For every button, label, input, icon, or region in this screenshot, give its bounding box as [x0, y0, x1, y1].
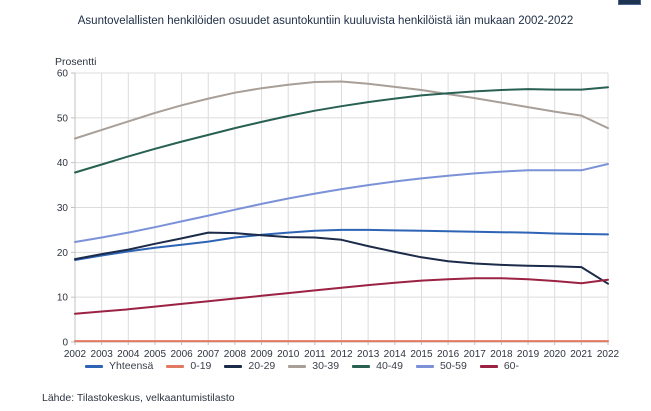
legend-label: 60-: [503, 360, 520, 372]
x-tick-label: 2020: [544, 349, 567, 360]
legend-label: 20-29: [248, 360, 276, 372]
x-tick-label: 2016: [437, 349, 460, 360]
x-tick-label: 2009: [250, 349, 273, 360]
y-tick-label: 10: [57, 293, 69, 304]
source-note: Lähde: Tilastokeskus, velkaantumistilast…: [42, 392, 235, 404]
legend-swatch: [352, 364, 371, 368]
legend-swatch: [85, 364, 103, 368]
y-tick-label: 50: [57, 113, 69, 124]
legend-swatch: [166, 364, 185, 368]
legend-item-20-29[interactable]: 20-29: [224, 360, 275, 372]
tick-labels: 0 10 20 30 40 50 60 2002 2003 2004 2005 2006 2007 200…: [57, 69, 620, 361]
legend-label: Yhteensä: [109, 360, 154, 372]
x-tick-label: 2003: [91, 349, 114, 360]
x-tick-label: 2011: [304, 349, 326, 360]
x-tick-label: 2008: [224, 349, 247, 360]
series-line-40-49: [74, 86, 609, 174]
x-tick-label: 2004: [117, 349, 140, 360]
x-tick-label: 2006: [170, 349, 193, 360]
x-tick-label: 2002: [64, 349, 87, 360]
x-tick-label: 2005: [144, 349, 167, 360]
y-tick-label: 30: [57, 203, 69, 214]
legend-item-50-59[interactable]: 50-59: [415, 360, 467, 372]
legend-item-Yhteensä[interactable]: Yhteensä: [85, 360, 153, 372]
legend-label: 50-59: [439, 360, 467, 372]
legend-swatch: [224, 364, 243, 368]
legend-label: 40-49: [376, 360, 403, 372]
legend-item-60-[interactable]: 60-: [479, 360, 520, 372]
x-tick-label: 2012: [330, 349, 353, 360]
legend-item-40-49[interactable]: 40-49: [352, 360, 403, 372]
x-tick-label: 2022: [597, 349, 620, 360]
legend-swatch: [415, 364, 434, 368]
x-tick-label: 2014: [384, 349, 407, 360]
x-tick-label: 2017: [464, 349, 487, 360]
window-corner-button[interactable]: [618, 0, 641, 5]
x-tick-label: 2021: [570, 349, 593, 360]
legend-item-0-19[interactable]: 0-19: [166, 360, 211, 372]
y-axis-label: Prosentti: [55, 56, 97, 68]
y-tick-label: 60: [57, 69, 69, 80]
x-tick-label: 2015: [410, 349, 433, 360]
series-line-50-59: [74, 163, 609, 243]
y-tick-label: 20: [57, 248, 69, 259]
x-tick-label: 2018: [490, 349, 513, 360]
x-tick-label: 2013: [357, 349, 380, 360]
series-lines: [74, 80, 609, 343]
chart-title: Asuntovelallisten henkilöiden osuudet as…: [77, 15, 574, 27]
series-line-Yhteensä: [74, 228, 609, 261]
x-tick-label: 2010: [277, 349, 300, 360]
legend-label: 0-19: [190, 360, 212, 372]
series-line-30-39: [74, 80, 609, 140]
legend-swatch: [479, 364, 498, 368]
y-tick-label: 40: [57, 158, 69, 169]
y-tick-label: 0: [62, 338, 68, 349]
x-tick-label: 2007: [197, 349, 220, 360]
chart-legend: Yhteensä 0-19 20-29 30-39 40-49 50-59 60-: [85, 360, 519, 372]
legend-item-30-39[interactable]: 30-39: [288, 360, 339, 372]
x-tick-label: 2019: [517, 349, 540, 360]
series-line-20-29: [74, 231, 609, 285]
series-line-60-: [74, 277, 609, 315]
legend-label: 30-39: [312, 360, 340, 372]
legend-swatch: [288, 364, 307, 368]
